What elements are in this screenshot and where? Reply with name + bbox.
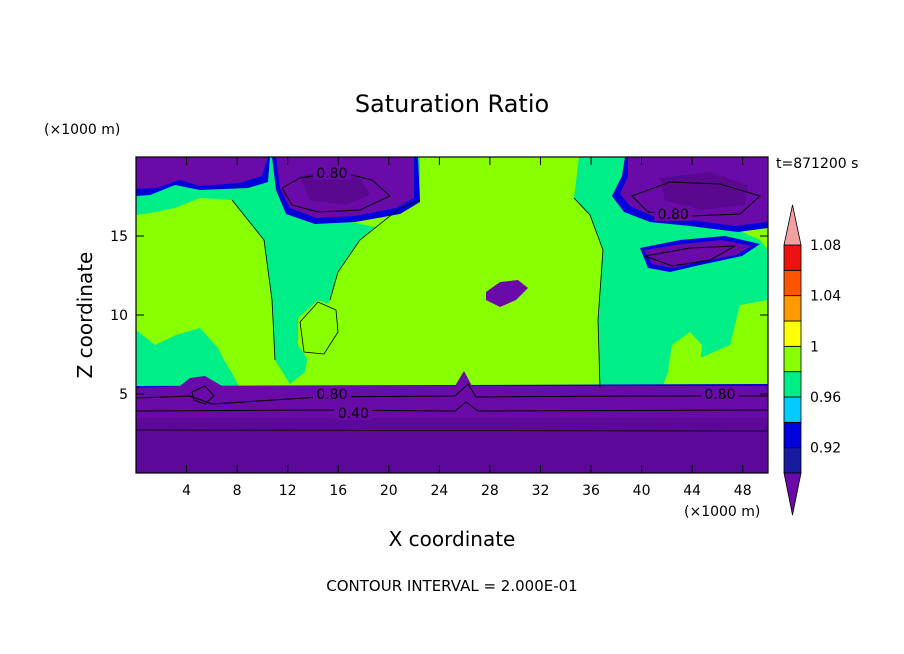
x-tick-label: 16 <box>329 483 347 499</box>
colorbar-label: 0.96 <box>810 390 841 406</box>
green-region <box>136 328 240 388</box>
colorbar-segment <box>783 421 802 449</box>
colorbar: 0.92 0.96 1 1.04 1.08 <box>783 204 841 516</box>
colorbar-segment <box>783 320 802 347</box>
x-tick-label: 12 <box>279 483 297 499</box>
colorbar-segment <box>783 396 802 423</box>
y-tick-label: 15 <box>110 229 128 245</box>
x-unit-label: (×1000 m) <box>684 504 760 520</box>
purple-darkcore <box>660 172 748 210</box>
contour-label-bg <box>654 205 693 221</box>
colorbar-high-arrow <box>783 204 802 246</box>
contour-label-bg <box>312 386 351 401</box>
contour-label-bg <box>334 404 373 420</box>
colorbar-segment <box>783 295 802 322</box>
contour-label-bg <box>312 164 351 180</box>
contour-label: 0.80 <box>704 387 735 403</box>
colorbar-label: 1.08 <box>810 238 841 254</box>
y-unit-label: (×1000 m) <box>44 122 120 138</box>
yellowgreen-region <box>668 332 702 380</box>
saturation-field: 0.80 0.80 0.80 0.40 0.80 <box>136 157 768 473</box>
x-tick-label: 44 <box>683 483 701 499</box>
yellowgreen-region <box>388 315 440 378</box>
x-tick-label: 24 <box>430 483 448 499</box>
colorbar-low-arrow <box>783 472 802 516</box>
x-tick-label: 20 <box>380 483 398 499</box>
x-axis-label: X coordinate <box>389 527 516 551</box>
x-tick-label: 40 <box>633 483 651 499</box>
time-label: t=871200 s <box>776 156 858 172</box>
x-axis: 4 8 12 16 20 24 28 32 36 40 44 48 <box>182 157 752 499</box>
x-tick-label: 8 <box>233 483 242 499</box>
colorbar-label: 1.04 <box>810 289 841 305</box>
x-tick-label: 48 <box>734 483 752 499</box>
y-axis: 5 10 15 <box>110 229 768 403</box>
contour-labels: 0.80 0.80 0.80 0.40 0.80 <box>312 164 739 422</box>
contour-label: 0.80 <box>316 387 347 403</box>
purple-region <box>486 280 528 307</box>
colorbar-segment <box>783 371 802 398</box>
contour-label-bg <box>700 386 739 401</box>
x-tick-label: 36 <box>582 483 600 499</box>
purple-darkband <box>136 418 768 473</box>
contour-interval-footer: CONTOUR INTERVAL = 2.000E-01 <box>326 577 577 595</box>
y-tick-label: 10 <box>110 308 128 324</box>
colorbar-label: 1 <box>810 339 819 355</box>
x-tick-label: 28 <box>481 483 499 499</box>
purple-region <box>644 240 752 268</box>
colorbar-segment <box>783 244 802 271</box>
x-tick-label: 32 <box>532 483 550 499</box>
contour-label: 0.40 <box>338 406 369 422</box>
contour-label: 0.80 <box>658 207 689 223</box>
y-axis-label: Z coordinate <box>73 252 97 379</box>
purple-region <box>136 157 268 189</box>
contour-label: 0.80 <box>316 166 347 182</box>
colorbar-segment <box>783 269 802 297</box>
yellowgreen-region <box>450 185 500 232</box>
colorbar-segment <box>783 345 802 373</box>
colorbar-segment <box>783 447 802 474</box>
colorbar-label: 0.92 <box>810 441 841 457</box>
y-tick-label: 5 <box>119 387 128 403</box>
chart-title: Saturation Ratio <box>355 90 549 118</box>
x-tick-label: 4 <box>182 483 191 499</box>
